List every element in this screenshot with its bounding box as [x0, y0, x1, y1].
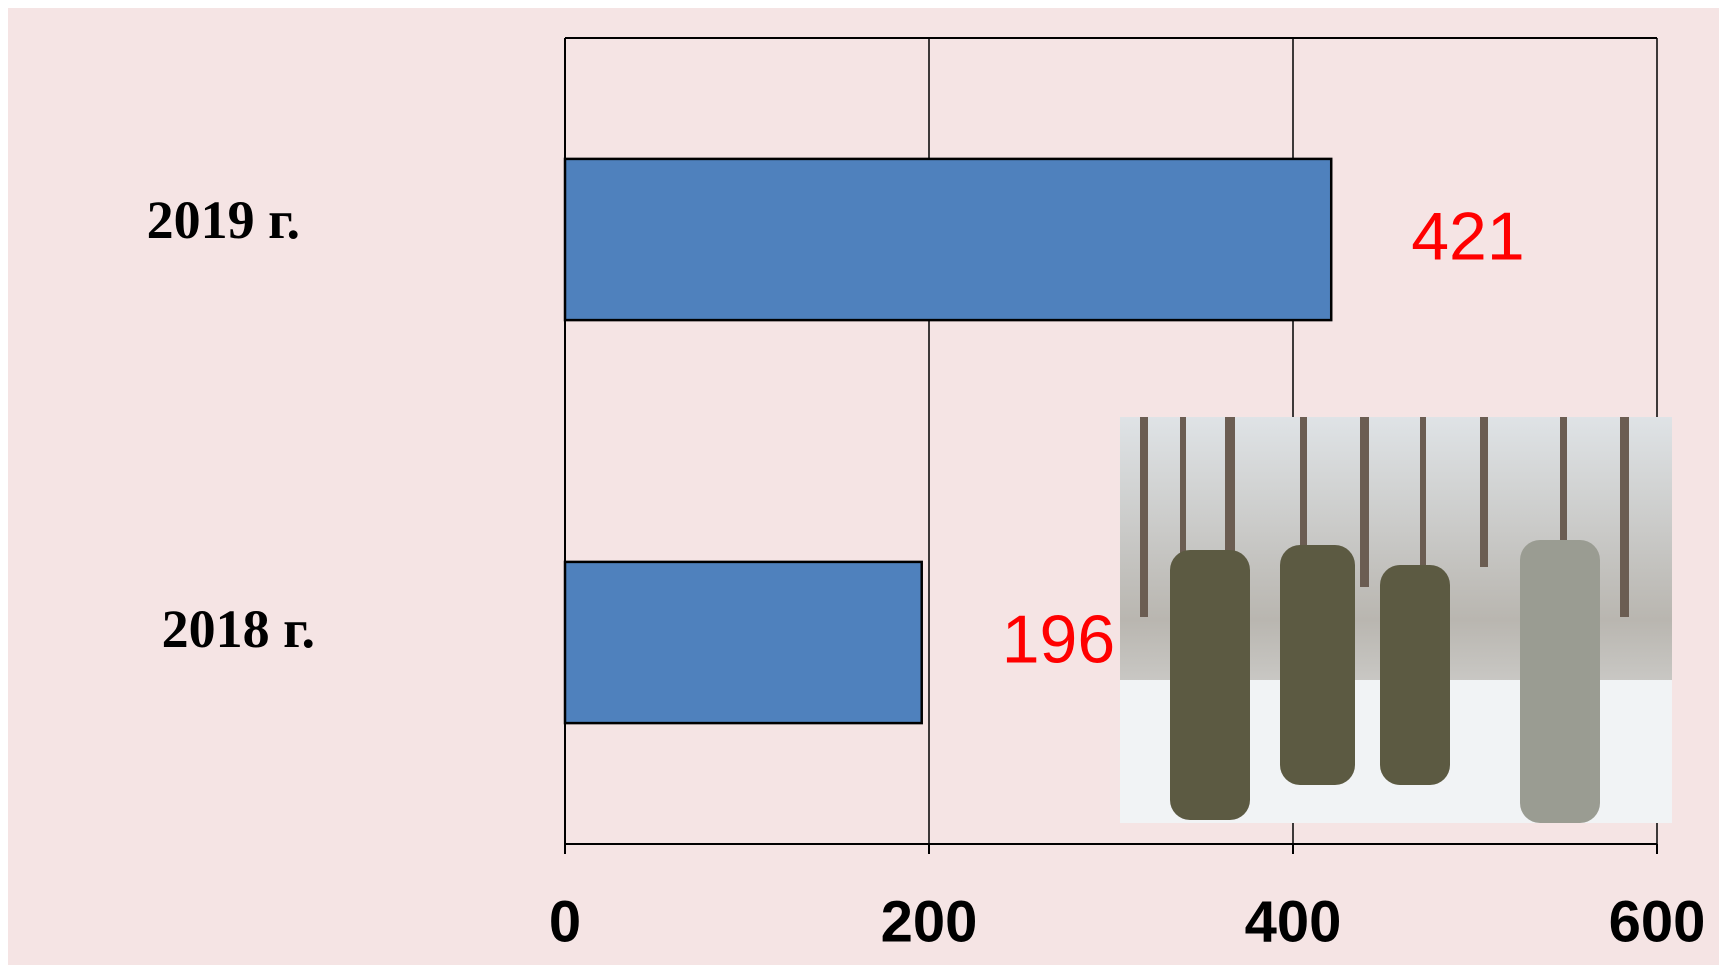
value-label: 196 [1002, 601, 1115, 677]
x-tick-label: 200 [881, 889, 978, 954]
y-tick-label: 2019 г. [147, 190, 300, 250]
chart: 0 200 400 600 2019 г. 2018 г. 421 196 [0, 0, 1719, 965]
x-tick-label: 400 [1245, 889, 1342, 954]
value-label: 421 [1411, 198, 1524, 274]
x-tick-label: 0 [549, 889, 581, 954]
x-tick-label: 600 [1609, 889, 1706, 954]
photo [1120, 417, 1672, 823]
y-tick-label: 2018 г. [162, 599, 315, 659]
bar [565, 562, 922, 723]
bar [565, 159, 1331, 320]
